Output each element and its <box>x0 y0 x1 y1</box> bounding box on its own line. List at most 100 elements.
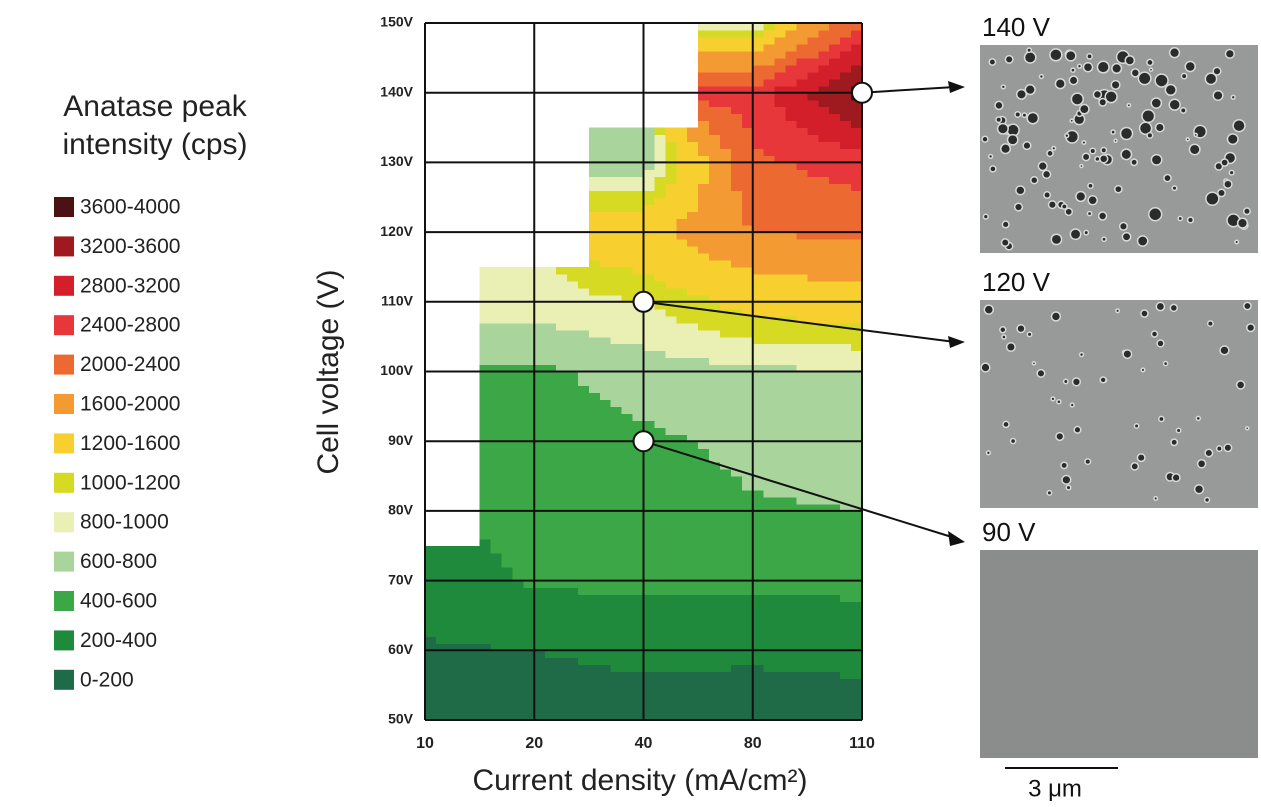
contour-cell <box>807 114 819 122</box>
contour-cell <box>578 372 590 380</box>
contour-cell <box>676 692 688 700</box>
contour-cell <box>840 518 852 526</box>
contour-cell <box>720 253 732 261</box>
contour-cell <box>709 678 721 686</box>
contour-cell <box>775 441 787 449</box>
contour-cell <box>545 588 557 596</box>
contour-cell <box>654 183 666 191</box>
contour-cell <box>534 323 546 331</box>
contour-cell <box>775 602 787 610</box>
contour-cell <box>600 469 612 477</box>
contour-cell <box>589 135 601 143</box>
contour-cell <box>633 699 645 707</box>
contour-cell <box>687 309 699 317</box>
contour-cell <box>534 636 546 644</box>
contour-cell <box>687 595 699 603</box>
contour-cell <box>840 525 852 533</box>
sem-pore <box>1221 159 1228 166</box>
sem-pore <box>1083 63 1092 72</box>
contour-cell <box>556 657 568 665</box>
contour-cell <box>840 608 852 616</box>
contour-cell <box>676 525 688 533</box>
contour-cell <box>764 274 776 282</box>
contour-cell <box>611 657 623 665</box>
contour-cell <box>644 372 656 380</box>
contour-cell <box>786 190 798 198</box>
contour-cell <box>567 344 579 352</box>
contour-cell <box>447 678 459 686</box>
contour-cell <box>764 135 776 143</box>
contour-cell <box>807 197 819 205</box>
contour-cell <box>786 692 798 700</box>
contour-cell <box>753 399 765 407</box>
contour-cell <box>796 141 808 149</box>
contour-cell <box>654 622 666 630</box>
contour-cell <box>687 330 699 338</box>
contour-cell <box>480 274 492 282</box>
contour-cell <box>611 218 623 226</box>
contour-cell <box>567 629 579 637</box>
contour-cell <box>567 462 579 470</box>
contour-cell <box>775 190 787 198</box>
contour-cell <box>818 441 830 449</box>
sem-pore <box>1056 433 1064 441</box>
contour-cell <box>786 72 798 80</box>
contour-cell <box>534 497 546 505</box>
contour-cell <box>840 448 852 456</box>
contour-cell <box>578 385 590 393</box>
contour-cell <box>818 372 830 380</box>
contour-cell <box>731 629 743 637</box>
sem-pore <box>1031 177 1038 184</box>
contour-cell <box>633 253 645 261</box>
contour-cell <box>665 699 677 707</box>
contour-cell <box>720 636 732 644</box>
contour-cell <box>851 23 863 31</box>
contour-cell <box>687 427 699 435</box>
contour-cell <box>775 337 787 345</box>
y-tick-label: 150V <box>380 14 413 30</box>
contour-cell <box>698 246 710 254</box>
contour-cell <box>534 406 546 414</box>
sem-pore <box>1169 99 1180 110</box>
contour-cell <box>698 93 710 101</box>
contour-cell <box>589 636 601 644</box>
contour-cell <box>753 121 765 129</box>
contour-cell <box>665 462 677 470</box>
sem-pore <box>1237 381 1245 389</box>
contour-cell <box>840 260 852 268</box>
contour-cell <box>786 232 798 240</box>
contour-cell <box>545 413 557 421</box>
contour-cell <box>600 176 612 184</box>
contour-cell <box>622 344 634 352</box>
contour-cell <box>786 629 798 637</box>
contour-cell <box>807 218 819 226</box>
contour-cell <box>676 629 688 637</box>
contour-cell <box>523 490 535 498</box>
contour-cell <box>425 636 437 644</box>
contour-cell <box>622 183 634 191</box>
contour-cell <box>600 490 612 498</box>
arrow-head <box>948 336 965 348</box>
contour-cell <box>731 678 743 686</box>
sem-pore <box>1157 340 1164 347</box>
contour-cell <box>534 302 546 310</box>
contour-cell <box>512 602 524 610</box>
contour-cell <box>851 121 863 129</box>
contour-cell <box>644 413 656 421</box>
contour-cell <box>775 351 787 359</box>
sem-pore <box>1247 324 1255 332</box>
contour-cell <box>796 162 808 170</box>
contour-cell <box>556 441 568 449</box>
contour-cell <box>644 455 656 463</box>
contour-cell <box>687 636 699 644</box>
contour-cell <box>534 337 546 345</box>
contour-cell <box>796 239 808 247</box>
contour-cell <box>775 72 787 80</box>
contour-cell <box>578 622 590 630</box>
contour-cell <box>698 44 710 52</box>
contour-cell <box>480 455 492 463</box>
contour-cell <box>534 490 546 498</box>
contour-cell <box>764 323 776 331</box>
contour-cell <box>534 608 546 616</box>
contour-cell <box>818 239 830 247</box>
